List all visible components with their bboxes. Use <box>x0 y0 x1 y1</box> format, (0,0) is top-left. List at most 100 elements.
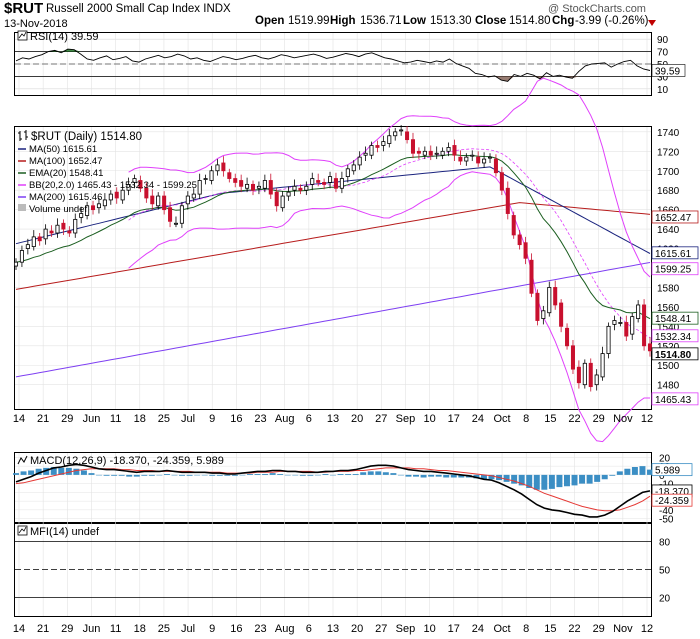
macd-histogram-bar <box>65 467 72 475</box>
candle-body <box>482 158 487 164</box>
candle-body <box>268 180 273 195</box>
legend-bb: BB(20,2.0) 1465.43 - 1532.34 - 1599.25 <box>29 180 197 191</box>
x-tick-label-price: Oct <box>494 413 511 425</box>
candle-body <box>191 193 196 199</box>
macd-histogram-bar <box>473 474 480 479</box>
candle-body <box>434 152 439 155</box>
candle-body <box>250 183 256 191</box>
candle-body <box>197 180 202 195</box>
macd-histogram-bar <box>148 474 155 476</box>
candle-body <box>37 236 42 242</box>
candle-body <box>511 215 516 236</box>
x-tick-label-mfi: 10 <box>423 623 435 635</box>
bb-lower-band <box>128 171 650 443</box>
candle-body <box>381 141 386 146</box>
candle-body <box>19 250 24 263</box>
mfi-title-text: MFI(14) undef <box>30 526 100 538</box>
candle-body <box>422 150 427 156</box>
candle-body <box>298 187 303 191</box>
candle-body <box>630 316 635 335</box>
chg-label: Chg <box>552 15 575 27</box>
candle-body <box>25 244 30 249</box>
price-tick-label: 1740 <box>657 128 680 139</box>
macd-histogram-bar <box>624 468 631 475</box>
macd-histogram-bar <box>420 474 427 478</box>
candle-body <box>310 178 315 185</box>
low-value: 1513.30 <box>430 15 472 27</box>
rsi-overbought-fill <box>16 49 650 52</box>
price-last-box <box>651 311 699 325</box>
candle-body <box>73 218 78 234</box>
candle-body <box>215 164 220 172</box>
price-last-label: 1599.25 <box>655 265 692 276</box>
x-tick-label-mfi: 9 <box>209 623 215 635</box>
candle-body <box>393 131 398 137</box>
legend-ema20: EMA(20) 1548.41 <box>29 168 103 179</box>
candle-body <box>233 178 238 183</box>
mfi-layer <box>15 541 651 598</box>
macd-histogram-bar <box>330 474 336 476</box>
macd-histogram-bar <box>382 472 389 475</box>
candle-body <box>61 222 66 230</box>
macd-last-box <box>651 463 693 477</box>
macd-histogram-bar <box>58 467 65 475</box>
candle-body <box>132 178 137 183</box>
x-tick-label-price: 16 <box>230 413 242 425</box>
macd-last-label: 5.989 <box>655 466 680 477</box>
candle-body <box>535 292 540 321</box>
macd-histogram-bar <box>224 474 231 476</box>
axes-layer: 103050709039.591480150015201540156015801… <box>13 35 699 635</box>
candle-body <box>49 230 54 234</box>
x-tick-label-price: 8 <box>523 413 529 425</box>
x-tick-label-price: 9 <box>209 413 215 425</box>
candle-body <box>529 259 534 294</box>
macd-histogram-bar <box>43 467 50 475</box>
macd-histogram-bar <box>13 473 19 475</box>
macd-histogram-bar <box>616 471 623 475</box>
low-label: Low <box>403 15 426 27</box>
candle-body <box>387 135 392 144</box>
close-label: Close <box>475 15 507 27</box>
x-tick-label-mfi: 15 <box>544 623 556 635</box>
candle-body <box>428 150 433 156</box>
candle-body <box>470 154 475 157</box>
macd-histogram-bar <box>216 474 223 476</box>
candle-body <box>114 191 119 199</box>
x-tick-label-price: 29 <box>593 413 605 425</box>
x-tick-label-price: 20 <box>351 413 363 425</box>
candle-body <box>221 162 226 172</box>
macd-histogram-bar <box>186 474 193 476</box>
candle-body <box>594 374 599 386</box>
x-tick-label-mfi: 16 <box>230 623 242 635</box>
macd-histogram-bar <box>480 474 487 480</box>
candle-body <box>624 322 629 337</box>
macd-histogram-bar <box>201 474 208 476</box>
symbol: $RUT <box>4 0 44 17</box>
candle-body <box>565 327 570 347</box>
macd-histogram-bar <box>556 474 563 488</box>
candle-body <box>588 362 593 388</box>
macd-histogram-bar <box>518 474 525 486</box>
candle-body <box>553 287 558 306</box>
x-tick-label-price: Sep <box>396 413 416 425</box>
x-tick-label-price: 10 <box>423 413 435 425</box>
macd-histogram-bar <box>586 474 593 484</box>
mfi-title: MFI(14) undef <box>17 525 100 538</box>
x-tick-label-mfi: 27 <box>375 623 387 635</box>
x-tick-label-mfi: Oct <box>494 623 511 635</box>
macd-histogram-bar <box>299 474 306 476</box>
x-tick-label-price: 15 <box>544 413 556 425</box>
candle-body <box>405 131 410 141</box>
macd-histogram-bar <box>503 474 510 482</box>
price-tick-label: 1700 <box>657 167 680 178</box>
candle-body <box>570 345 575 370</box>
candle-body <box>209 170 214 181</box>
price-last-box <box>651 262 699 276</box>
x-tick-label-price: 13 <box>327 413 339 425</box>
price-last-box <box>651 246 699 260</box>
price-tick-label: 1720 <box>657 147 680 158</box>
macd-last-label: -24.359 <box>655 496 689 507</box>
candle-body <box>333 178 338 189</box>
macd-histogram-bar <box>50 467 57 475</box>
bb-middle-band <box>128 148 651 338</box>
